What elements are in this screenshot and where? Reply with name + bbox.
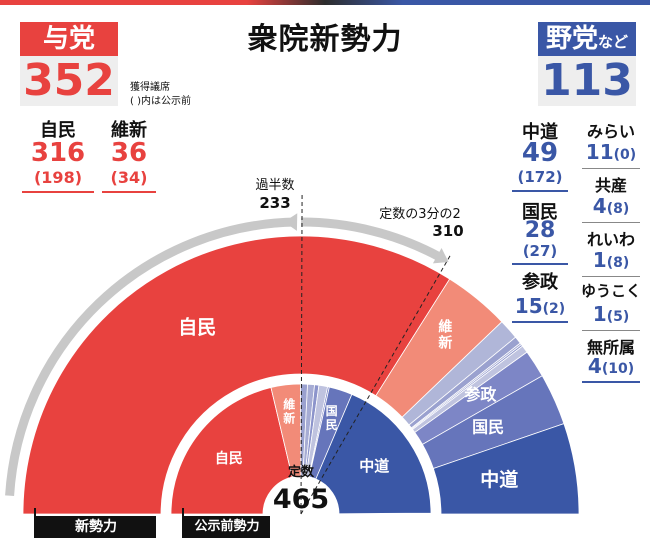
party-underline-ishin — [102, 191, 156, 193]
party-value-sansei: 15(2) — [506, 294, 574, 318]
party-underline-sansei — [512, 321, 568, 323]
party-prev-sansei: (2) — [542, 301, 566, 317]
legend-new: 新勢力 — [36, 516, 156, 538]
party-seats-ldp: 316 — [30, 138, 86, 168]
label-new-ldp: 自民 — [178, 316, 216, 339]
party-underline-ldp — [22, 191, 94, 193]
party-seats-chudo: 49 — [521, 138, 559, 168]
party-prev-kokumin: (27) — [522, 242, 558, 260]
party-name-ishin: 維新 — [111, 120, 147, 141]
outer-ring-new — [22, 235, 580, 515]
legend-bracket-new — [34, 508, 36, 538]
majority-arrowhead — [284, 213, 298, 231]
majority-value: 233 — [259, 194, 290, 212]
party-seats-independent: 4 — [587, 354, 602, 378]
party-value-mirai: 11(0) — [578, 140, 644, 164]
party-seats-sansei: 15 — [514, 294, 543, 318]
note-pre-election: ( )内は公示前 — [130, 96, 191, 107]
majority-label: 過半数 — [255, 178, 294, 193]
party-seats-yukoku: 1 — [592, 302, 607, 326]
opposition-total: 113 — [541, 55, 633, 106]
label-prev-chudo: 中道 — [359, 457, 389, 475]
twothirds-arrowhead — [432, 248, 449, 264]
party-prev-independent: (10) — [601, 361, 635, 377]
party-seats-mirai: 11 — [585, 140, 614, 164]
chart-title: 衆院新勢力 — [247, 22, 403, 57]
note-acquired-seats: 獲得議席 — [130, 82, 170, 93]
party-name-ldp: 自民 — [40, 120, 76, 141]
separator — [582, 276, 640, 277]
party-prev-yukoku: (5) — [606, 309, 630, 325]
party-value-independent: 4(10) — [578, 354, 644, 378]
party-value-kyosan: 4(8) — [578, 194, 644, 218]
party-underline-kokumin — [512, 263, 568, 265]
label-prev-ldp: 自民 — [215, 450, 243, 467]
party-prev-chudo: (172) — [517, 168, 563, 186]
party-seats-kokumin: 28 — [524, 218, 556, 243]
party-seats-reiwa: 1 — [592, 248, 607, 272]
party-underline-chudo — [512, 190, 568, 192]
party-name-sansei: 参政 — [522, 272, 558, 293]
party-name-reiwa: れいわ — [586, 230, 635, 249]
party-underline-independent — [582, 381, 640, 383]
separator — [582, 168, 640, 169]
ruling-total: 352 — [23, 55, 115, 106]
party-prev-mirai: (0) — [613, 147, 637, 163]
party-seats-ishin: 36 — [110, 138, 148, 168]
party-prev-ldp: (198) — [33, 168, 83, 187]
label-prev-kokumin-1: 民 — [326, 418, 338, 432]
threshold-line-twothirds — [300, 253, 452, 515]
opposition-label: 野党など — [538, 22, 636, 56]
new-slice-ldp — [22, 235, 451, 515]
opposition-label-suffix: など — [598, 33, 629, 51]
party-name-mirai: みらい — [586, 122, 635, 141]
prev-slice-chudo — [315, 393, 432, 515]
majority-arc — [5, 217, 296, 496]
party-value-reiwa: 1(8) — [578, 248, 644, 272]
prev-slice-ldp — [170, 387, 293, 515]
ruling-label: 与党 — [20, 22, 118, 56]
party-name-kyosan: 共産 — [594, 176, 627, 195]
top-accent-bar — [0, 0, 650, 5]
twothirds-value: 310 — [432, 222, 463, 240]
label-new-ishin-0: 維 — [438, 319, 452, 336]
label-new-kokumin: 国民 — [472, 417, 504, 436]
party-prev-ishin: (34) — [110, 168, 148, 187]
threshold-line-majority — [300, 192, 303, 515]
party-name-independent: 無所属 — [586, 338, 635, 357]
separator — [582, 330, 640, 331]
label-prev-ishin-0: 維 — [283, 397, 295, 412]
separator — [582, 222, 640, 223]
new-slice-chudo — [432, 423, 580, 515]
opposition-label-main: 野党 — [545, 24, 598, 54]
total-seats-label: 定数 — [287, 464, 315, 480]
legend-prev: 公示前勢力 — [184, 516, 270, 538]
legend-bracket-prev — [182, 508, 184, 538]
opposition-total-box — [538, 56, 636, 106]
party-prev-kyosan: (8) — [606, 201, 630, 217]
party-name-chudo: 中道 — [522, 122, 558, 143]
party-seats-kyosan: 4 — [592, 194, 607, 218]
label-new-chudo: 中道 — [480, 468, 518, 491]
twothirds-arc — [301, 217, 442, 261]
label-new-ishin-1: 新 — [438, 335, 452, 352]
party-name-yukoku: ゆうこく — [580, 282, 641, 300]
total-seats-value: 465 — [273, 484, 329, 515]
party-value-yukoku: 1(5) — [578, 302, 644, 326]
party-prev-reiwa: (8) — [606, 255, 630, 271]
label-prev-ishin-1: 新 — [283, 411, 295, 426]
label-new-sansei: 参政 — [464, 385, 497, 404]
party-name-kokumin: 国民 — [522, 202, 558, 223]
label-prev-kokumin-0: 国 — [326, 404, 338, 418]
twothirds-label: 定数の3分の2 — [379, 207, 461, 222]
ruling-total-box — [20, 56, 118, 106]
inner-ring-prev — [170, 383, 432, 515]
threshold-guides — [5, 192, 452, 515]
